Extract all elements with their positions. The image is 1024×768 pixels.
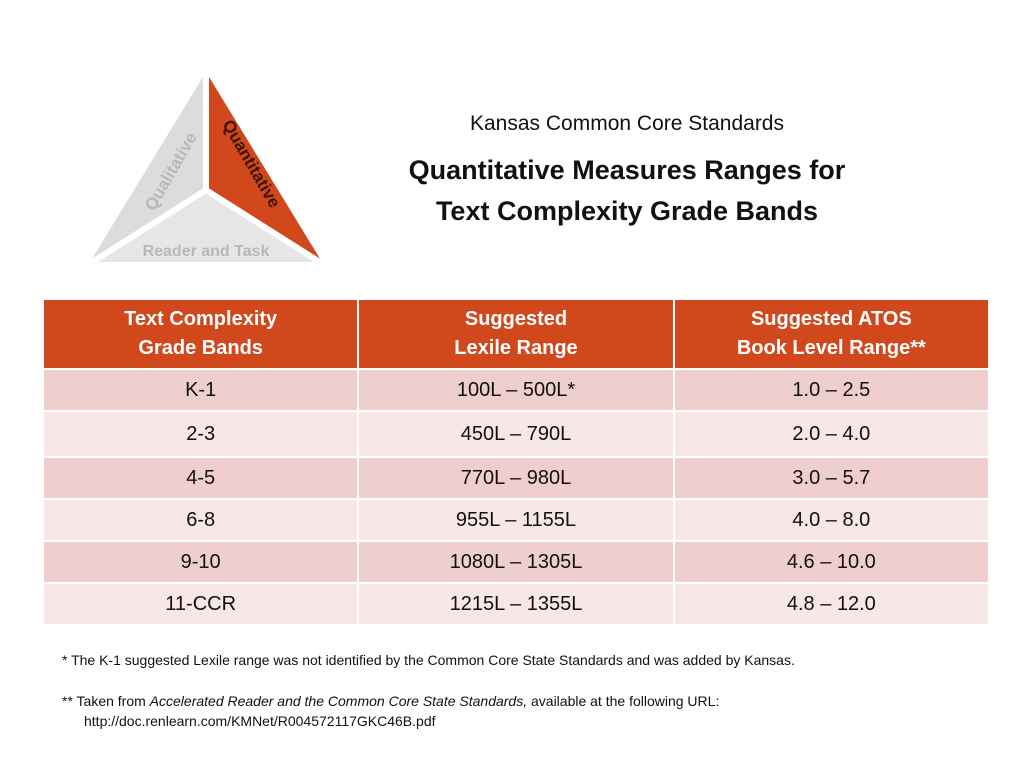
title-line-2: Text Complexity Grade Bands <box>435 196 819 226</box>
atos-cell: 4.6 – 10.0 <box>672 540 991 584</box>
table-header-row: Text Complexity Grade Bands Suggested Le… <box>41 298 991 370</box>
text-complexity-triangle-logo: Qualitative Quantitative Reader and Task <box>84 66 328 269</box>
grade-band-cell: 4-5 <box>41 456 360 500</box>
qualitative-section <box>90 72 206 262</box>
column-header-line: Book Level Range** <box>736 337 926 359</box>
column-header-line: Grade Bands <box>138 337 263 359</box>
lexile-cell: 100L – 500L* <box>357 368 675 412</box>
column-header-line: Text Complexity <box>124 308 278 330</box>
atos-cell: 3.0 – 5.7 <box>672 456 991 500</box>
column-header-atos: Suggested ATOS Book Level Range** <box>672 298 991 370</box>
page-subtitle: Kansas Common Core Standards <box>470 112 784 135</box>
footnote-suffix: available at the following URL: <box>527 693 720 709</box>
column-header-lexile: Suggested Lexile Range <box>357 298 675 370</box>
lexile-cell: 1215L – 1355L <box>357 582 675 626</box>
atos-cell: 4.8 – 12.0 <box>672 582 991 626</box>
grade-band-cell: 2-3 <box>41 410 360 458</box>
column-header-grade-bands: Text Complexity Grade Bands <box>41 298 360 370</box>
lexile-cell: 770L – 980L <box>357 456 675 500</box>
reader-task-label: Reader and Task <box>143 243 270 260</box>
column-header-line: Suggested <box>464 308 568 330</box>
page-title: Quantitative Measures Ranges for Text Co… <box>352 150 902 232</box>
lexile-cell: 450L – 790L <box>357 410 675 458</box>
table-row: K-1 100L – 500L* 1.0 – 2.5 <box>41 368 991 412</box>
title-line-1: Quantitative Measures Ranges for <box>408 155 846 185</box>
table-row: 6-8 955L – 1155L 4.0 – 8.0 <box>41 498 991 542</box>
atos-cell: 2.0 – 4.0 <box>672 410 991 458</box>
grade-band-cell: 6-8 <box>41 498 360 542</box>
table-row: 11-CCR 1215L – 1355L 4.8 – 12.0 <box>41 582 991 626</box>
quantitative-section <box>206 72 322 262</box>
lexile-cell: 1080L – 1305L <box>357 540 675 584</box>
footnote-source-title: Accelerated Reader and the Common Core S… <box>149 693 528 709</box>
table-row: 4-5 770L – 980L 3.0 – 5.7 <box>41 456 991 500</box>
atos-cell: 4.0 – 8.0 <box>672 498 991 542</box>
atos-cell: 1.0 – 2.5 <box>672 368 991 412</box>
grade-band-cell: 9-10 <box>41 540 360 584</box>
column-header-line: Lexile Range <box>454 337 578 359</box>
grade-band-cell: 11-CCR <box>41 582 360 626</box>
column-header-line: Suggested ATOS <box>750 308 912 330</box>
table-row: 2-3 450L – 790L 2.0 – 4.0 <box>41 410 991 458</box>
lexile-cell: 955L – 1155L <box>357 498 675 542</box>
table-row: 9-10 1080L – 1305L 4.6 – 10.0 <box>41 540 991 584</box>
footnote-prefix: ** Taken from <box>62 693 150 709</box>
grade-band-cell: K-1 <box>41 368 360 412</box>
footnote-atos-source: ** Taken from Accelerated Reader and the… <box>62 693 719 709</box>
footnote-url: http://doc.renlearn.com/KMNet/R004572117… <box>84 713 436 729</box>
reader-task-section <box>90 190 322 262</box>
footnote-k1: * The K-1 suggested Lexile range was not… <box>62 652 795 668</box>
ranges-table: Text Complexity Grade Bands Suggested Le… <box>41 298 991 626</box>
